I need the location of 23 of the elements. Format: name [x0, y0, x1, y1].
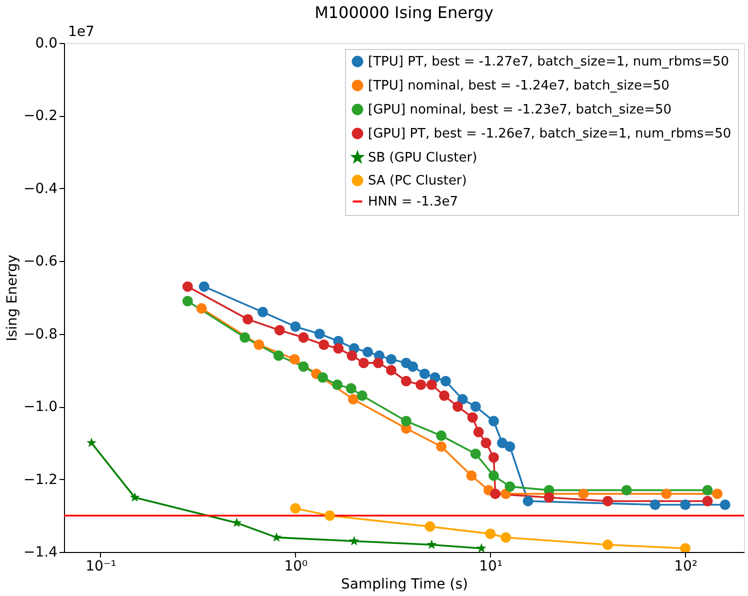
y-tick-label: −0.2	[24, 108, 58, 124]
y-tick-label: −0.6	[24, 254, 58, 270]
y-tick-label: 0.0	[35, 36, 58, 52]
legend-label: [GPU] PT, best = -1.26e7, batch_size=1, num_rbms=50	[368, 126, 732, 142]
legend-label: [TPU] PT, best = -1.27e7, batch_size=1, num_rbms=50	[368, 54, 730, 70]
legend-label: HNN = -1.3e7	[368, 194, 458, 210]
text: 1e7	[68, 24, 94, 40]
x-tick-label: 10¹	[479, 558, 503, 574]
x-axis-title: Sampling Time (s)	[341, 576, 468, 592]
y-tick-label: −0.4	[24, 180, 58, 197]
legend-label: [TPU] nominal, best = -1.24e7, batch_size=50	[368, 78, 670, 94]
y-tick-label: −1.4	[24, 544, 58, 560]
legend-label: SB (GPU Cluster)	[368, 150, 478, 166]
x-tick-label: 10⁻¹	[86, 558, 116, 574]
chart-title: M100000 Ising Energy	[314, 3, 494, 22]
legend-label: [GPU] nominal, best = -1.23e7, batch_size=50	[368, 102, 672, 118]
x-tick-label: 10⁰	[284, 558, 308, 574]
y-tick-label: −0.8	[24, 326, 58, 342]
y-tick-label: −1.2	[24, 472, 58, 488]
x-tick-label: 10²	[674, 558, 698, 574]
legend-label: SA (PC Cluster)	[368, 174, 467, 188]
y-axis-title: Ising Energy	[4, 254, 21, 342]
y-tick-label: −1.0	[24, 399, 58, 416]
